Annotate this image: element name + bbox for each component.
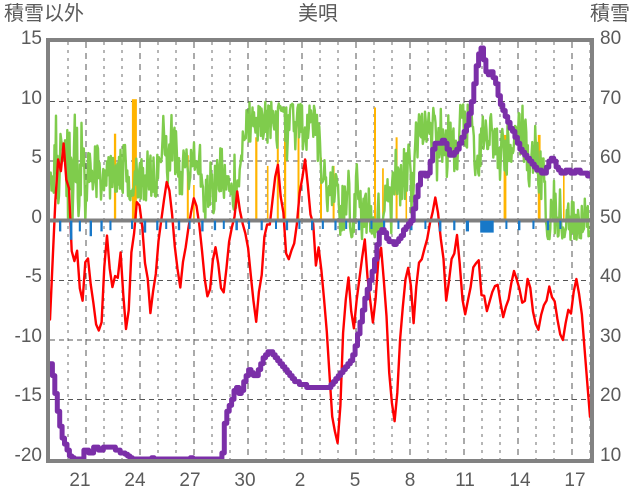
y-tick-right: 30: [600, 325, 622, 347]
y-tick-left: -20: [14, 445, 42, 466]
x-axis: 21 24 27 30 2 5 8 11 14 17: [46, 466, 594, 498]
x-tick: 14: [509, 470, 531, 491]
x-tick: 24: [124, 470, 146, 491]
snow-depth-line: [50, 45, 590, 459]
y-tick-left: 5: [31, 147, 42, 169]
x-tick: 27: [179, 470, 201, 491]
y-tick-right: 60: [600, 147, 622, 169]
temperature-line: [50, 142, 590, 445]
y-tick-left: 0: [31, 206, 42, 228]
right-axis-unit-label: 積雪: [590, 3, 630, 25]
y-tick-left: 10: [20, 87, 42, 109]
humidity-line: [50, 100, 590, 241]
x-tick: 8: [404, 470, 416, 491]
left-axis-unit-label: 積雪以外: [4, 3, 84, 25]
y-tick-left: -10: [14, 325, 42, 347]
y-tick-right: 20: [600, 385, 622, 407]
y-tick-right: 80: [600, 28, 622, 49]
x-tick: 30: [234, 470, 256, 491]
y-axis-right: 80 70 60 50 40 30 20 10: [600, 0, 636, 501]
y-tick-right: 40: [600, 266, 622, 288]
chart-svg: [50, 42, 590, 459]
y-tick-right: 70: [600, 87, 622, 109]
x-tick: 11: [455, 470, 475, 491]
x-tick: 17: [564, 470, 586, 491]
x-tick: 5: [349, 470, 361, 491]
plot-area: [46, 38, 594, 463]
x-tick: 21: [69, 470, 91, 491]
y-axis-left: 15 10 5 0 -5 -10 -15 -20: [0, 0, 42, 501]
y-tick-right: 50: [600, 206, 622, 228]
y-tick-right: 10: [600, 445, 622, 466]
y-tick-left: -5: [25, 266, 42, 288]
y-tick-left: 15: [20, 28, 42, 49]
page-title: 美唄: [298, 3, 338, 25]
y-tick-left: -15: [14, 385, 42, 407]
plot-canvas: [50, 42, 590, 459]
x-tick: 2: [294, 470, 306, 491]
